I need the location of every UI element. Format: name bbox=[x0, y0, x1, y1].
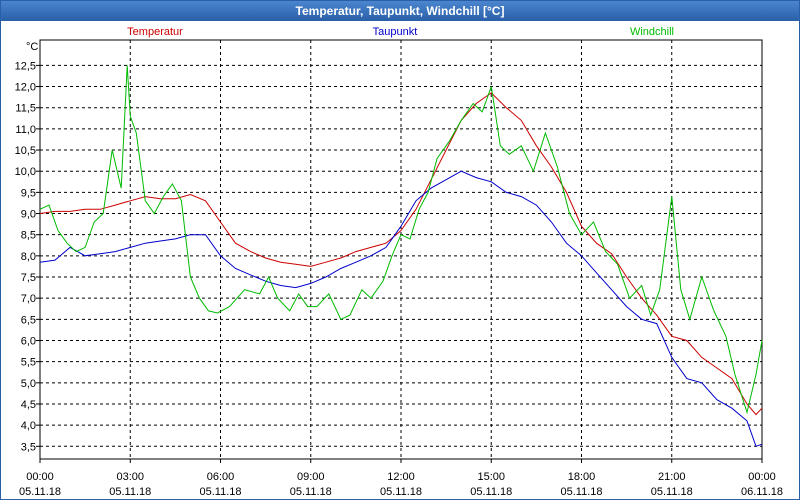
y-tick-label: 10,0 bbox=[15, 166, 36, 178]
x-tick-time-label: 00:00 bbox=[26, 471, 54, 483]
y-tick-label: 4,5 bbox=[21, 399, 36, 411]
x-tick-time-label: 09:00 bbox=[297, 471, 325, 483]
y-tick-label: 9,5 bbox=[21, 187, 36, 199]
y-tick-label: 3,5 bbox=[21, 441, 36, 453]
y-tick-label: 11,5 bbox=[15, 103, 36, 115]
y-tick-label: 6,0 bbox=[21, 335, 36, 347]
y-tick-label: 8,0 bbox=[21, 251, 36, 263]
x-tick-date-label: 05.11.18 bbox=[109, 486, 151, 498]
x-tick-date-label: 05.11.18 bbox=[290, 486, 332, 498]
y-tick-label: 10,5 bbox=[15, 145, 36, 157]
x-tick-time-label: 00:00 bbox=[748, 471, 776, 483]
series-line-windchill bbox=[39, 65, 763, 415]
x-tick-date-label: 05.11.18 bbox=[470, 486, 512, 498]
y-tick-label: 9,0 bbox=[21, 209, 36, 221]
series-lines bbox=[39, 65, 763, 447]
legend-windchill: Windchill bbox=[630, 26, 674, 38]
y-tick-label: 12,5 bbox=[15, 60, 36, 72]
y-tick-label: 7,5 bbox=[21, 272, 36, 284]
x-tick-time-label: 03:00 bbox=[116, 471, 144, 483]
window-title: Temperatur, Taupunkt, Windchill [°C] bbox=[1, 1, 799, 21]
x-tick-time-label: 15:00 bbox=[477, 471, 505, 483]
y-tick-label: 5,0 bbox=[21, 378, 36, 390]
y-tick-label: 7,0 bbox=[21, 293, 36, 305]
x-tick-time-label: 21:00 bbox=[658, 471, 686, 483]
x-tick-date-label: 05.11.18 bbox=[199, 486, 241, 498]
y-tick-label: 11,0 bbox=[15, 124, 36, 136]
x-tick-date-label: 05.11.18 bbox=[19, 486, 61, 498]
y-axis-unit: °C bbox=[26, 41, 38, 53]
x-tick-time-label: 18:00 bbox=[568, 471, 596, 483]
grid-lines bbox=[40, 40, 762, 459]
x-tick-time-label: 12:00 bbox=[387, 471, 415, 483]
x-tick-date-label: 05.11.18 bbox=[651, 486, 693, 498]
x-tick-date-label: 05.11.18 bbox=[380, 486, 422, 498]
series-line-temperatur bbox=[39, 92, 763, 416]
y-tick-label: 4,0 bbox=[21, 420, 36, 432]
x-tick-date-label: 05.11.18 bbox=[560, 486, 602, 498]
legend-taupunkt: Taupunkt bbox=[373, 26, 418, 38]
y-tick-label: 6,5 bbox=[21, 314, 36, 326]
legend-temperatur: Temperatur bbox=[127, 26, 183, 38]
y-axis-ticks: 3,5 4,0 4,5 5,0 5,5 6,0 6,5 7,0 7,5 8,0 8,5 9,0 9,5 1… bbox=[15, 60, 40, 453]
series-line-taupunkt bbox=[39, 170, 763, 447]
x-axis-ticks: 00:00 05.11.18 03:00 05.11.18 06:00 05.11.18 0… bbox=[19, 459, 783, 498]
y-tick-label: 12,0 bbox=[15, 82, 36, 94]
x-tick-date-label: 06.11.18 bbox=[741, 486, 783, 498]
y-tick-label: 8,5 bbox=[21, 230, 36, 242]
x-tick-time-label: 06:00 bbox=[207, 471, 235, 483]
y-tick-label: 5,5 bbox=[21, 357, 36, 369]
